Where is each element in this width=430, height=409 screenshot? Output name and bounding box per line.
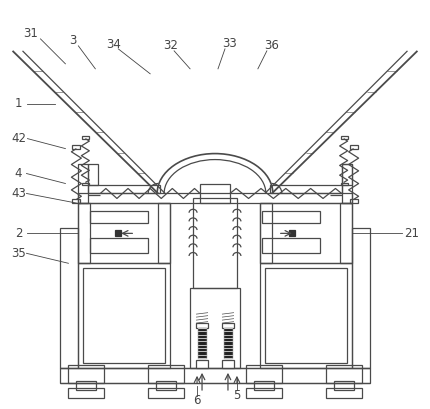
Bar <box>68 388 104 398</box>
Text: 33: 33 <box>223 37 237 50</box>
Bar <box>148 388 184 398</box>
Text: 34: 34 <box>106 38 121 52</box>
Bar <box>78 203 170 263</box>
Bar <box>61 228 78 368</box>
Bar <box>246 365 282 383</box>
Text: 6: 6 <box>194 394 201 407</box>
Bar <box>90 238 148 253</box>
Bar <box>352 228 369 368</box>
Text: 31: 31 <box>23 27 38 40</box>
Bar <box>88 186 160 193</box>
Bar <box>289 230 295 236</box>
Bar <box>190 288 240 368</box>
Bar <box>158 203 170 263</box>
Bar <box>265 268 347 363</box>
Bar <box>61 368 369 383</box>
Bar <box>222 360 234 368</box>
Text: 1: 1 <box>15 97 22 110</box>
Text: 43: 43 <box>11 187 26 200</box>
Bar <box>342 164 352 186</box>
Text: 5: 5 <box>233 389 241 402</box>
Text: 32: 32 <box>163 39 178 52</box>
Bar <box>260 203 272 263</box>
Bar <box>341 136 347 139</box>
Bar <box>270 186 342 193</box>
Bar <box>200 184 230 203</box>
Bar <box>156 381 176 390</box>
Bar <box>260 203 352 263</box>
Bar <box>222 323 234 328</box>
Bar <box>83 268 165 363</box>
Text: 3: 3 <box>69 34 76 47</box>
Bar <box>148 365 184 383</box>
Bar <box>350 200 358 203</box>
Bar <box>246 388 282 398</box>
Bar <box>196 360 208 368</box>
Text: 4: 4 <box>15 167 22 180</box>
Bar <box>342 164 352 203</box>
Bar <box>198 328 206 358</box>
Bar <box>68 365 104 383</box>
Text: 36: 36 <box>264 39 279 52</box>
Bar <box>262 211 320 223</box>
Bar <box>83 136 89 139</box>
Bar <box>83 182 89 186</box>
Bar <box>224 328 232 358</box>
Bar <box>334 381 353 390</box>
Bar <box>350 145 358 148</box>
Bar <box>72 200 80 203</box>
Bar <box>260 263 352 368</box>
Bar <box>77 381 96 390</box>
Bar <box>340 203 352 263</box>
Bar <box>78 193 352 203</box>
Bar <box>78 203 90 263</box>
Text: 2: 2 <box>15 227 22 240</box>
Bar <box>326 365 362 383</box>
Bar <box>90 211 148 223</box>
Bar <box>196 323 208 328</box>
Bar <box>78 164 88 203</box>
Bar <box>72 145 80 148</box>
Bar <box>78 263 170 368</box>
Bar <box>193 198 237 288</box>
Bar <box>326 388 362 398</box>
Bar <box>254 381 274 390</box>
Bar <box>115 230 121 236</box>
Bar <box>341 182 347 186</box>
Bar <box>88 164 98 186</box>
Text: 42: 42 <box>11 132 26 145</box>
Text: 35: 35 <box>11 247 26 260</box>
Bar <box>262 238 320 253</box>
Text: 21: 21 <box>404 227 419 240</box>
